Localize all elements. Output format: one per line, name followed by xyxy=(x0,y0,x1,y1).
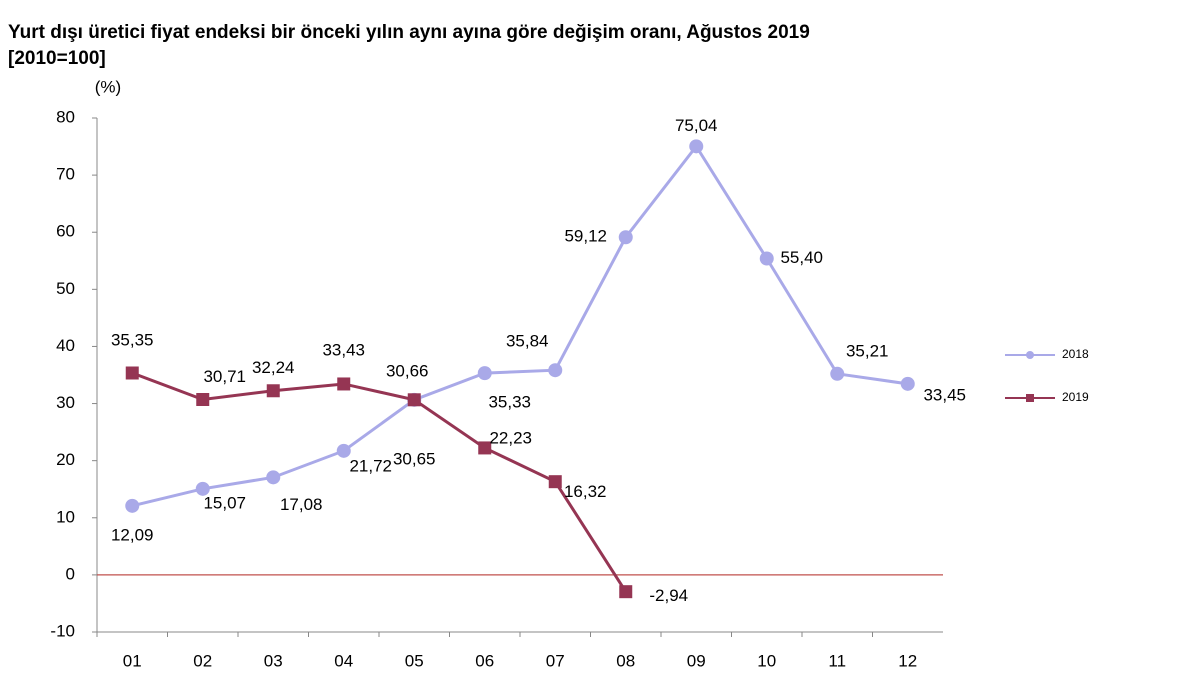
data-label: 35,35 xyxy=(111,330,154,349)
chart-title: Yurt dışı üretici fiyat endeksi bir önce… xyxy=(8,22,810,43)
y-tick-label: 70 xyxy=(56,165,75,184)
data-label: 32,24 xyxy=(252,358,295,377)
y-tick-label: 20 xyxy=(56,450,75,469)
data-label: 22,23 xyxy=(489,428,532,447)
x-tick-label: 10 xyxy=(757,651,776,670)
data-point xyxy=(196,393,210,407)
x-tick-label: 11 xyxy=(828,651,846,670)
data-point xyxy=(125,366,139,380)
data-point xyxy=(266,384,280,398)
data-label: 59,12 xyxy=(564,227,607,246)
data-label: 21,72 xyxy=(349,456,392,475)
data-point xyxy=(195,481,210,496)
x-tick-label: 01 xyxy=(123,651,142,670)
series-line xyxy=(131,143,908,508)
data-label: 35,21 xyxy=(846,341,889,360)
y-tick-label: 30 xyxy=(56,393,75,412)
y-tick-label: 80 xyxy=(56,107,75,126)
legend-marker xyxy=(1026,351,1034,359)
y-tick-label: 40 xyxy=(56,336,75,355)
data-point xyxy=(619,585,633,599)
data-point xyxy=(125,498,140,513)
data-label: 30,66 xyxy=(386,361,429,380)
data-point xyxy=(336,443,351,458)
data-point xyxy=(759,251,774,266)
data-point xyxy=(689,139,704,154)
data-label: 30,71 xyxy=(203,367,246,386)
data-label: 17,08 xyxy=(280,495,323,514)
data-label: 16,32 xyxy=(564,482,607,501)
chart-subtitle: [2010=100] xyxy=(8,48,106,69)
data-label: 75,04 xyxy=(675,116,718,135)
x-tick-label: 07 xyxy=(546,651,565,670)
x-tick-label: 09 xyxy=(687,651,706,670)
data-label: 35,84 xyxy=(506,332,549,351)
x-tick-label: 06 xyxy=(475,651,494,670)
y-tick-label: 10 xyxy=(56,507,75,526)
data-point xyxy=(830,366,845,381)
data-label: -2,94 xyxy=(649,586,688,605)
x-tick-label: 08 xyxy=(616,651,635,670)
legend-label: 2018 xyxy=(1062,347,1089,361)
y-tick-label: 0 xyxy=(66,564,75,583)
x-tick-label: 03 xyxy=(264,651,283,670)
data-label: 33,43 xyxy=(322,340,365,359)
legend-label: 2019 xyxy=(1062,390,1089,404)
data-point xyxy=(266,470,281,485)
series-line xyxy=(131,371,628,593)
x-tick-label: 12 xyxy=(898,651,917,670)
legend-marker xyxy=(1026,394,1034,402)
x-tick-label: 05 xyxy=(405,651,424,670)
data-point xyxy=(407,393,421,407)
data-label: 12,09 xyxy=(111,525,154,544)
y-tick-label: -10 xyxy=(50,621,75,640)
data-point xyxy=(477,366,492,381)
data-point xyxy=(618,230,633,245)
data-label: 15,07 xyxy=(203,493,246,512)
data-point xyxy=(900,376,915,391)
x-tick-label: 02 xyxy=(193,651,212,670)
data-point xyxy=(548,363,563,378)
y-axis-label: (%) xyxy=(95,77,121,96)
y-tick-label: 50 xyxy=(56,279,75,298)
y-tick-label: 60 xyxy=(56,222,75,241)
data-label: 35,33 xyxy=(488,393,531,412)
data-label: 33,45 xyxy=(923,385,966,404)
data-point xyxy=(478,441,492,455)
data-label: 55,40 xyxy=(780,248,823,267)
data-point xyxy=(337,377,351,391)
x-tick-label: 04 xyxy=(334,651,353,670)
data-point xyxy=(548,475,562,489)
data-label: 30,65 xyxy=(393,449,436,468)
